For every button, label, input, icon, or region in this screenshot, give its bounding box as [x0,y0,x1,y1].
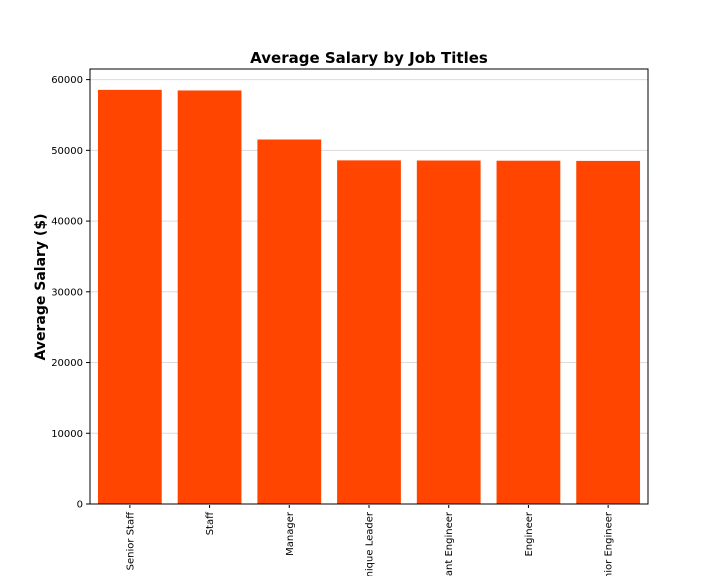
y-tick-label: 30000 [51,287,83,298]
x-tick-label: Assistant Engineer [444,511,455,576]
y-tick-label: 60000 [51,75,83,86]
bar [416,160,481,504]
x-tick-label: Staff [205,511,216,535]
x-tick-label: Senior Staff [125,511,136,570]
y-tick-label: 50000 [51,146,83,157]
bar [177,90,242,504]
y-axis-ticks: 0 10000 20000 30000 40000 50000 60000 [51,75,90,511]
bar [257,139,322,504]
bar [97,89,162,505]
y-tick-label: 0 [77,500,83,511]
plot-frame [89,68,649,505]
y-tick-label: 10000 [51,429,83,440]
y-tick-label: 20000 [51,358,83,369]
y-axis-label: Average Salary ($) [33,214,49,361]
bar [496,160,561,504]
bar [337,160,401,505]
x-axis-ticks: Senior Staff Staff Manager Technique Leader… [125,505,615,576]
y-tick-label: 40000 [51,217,83,228]
chart-title: Average Salary by Job Titles [250,49,488,67]
bar [576,160,641,504]
x-tick-label: Senior Engineer [604,511,615,576]
bars [97,89,641,505]
x-tick-label: Engineer [524,511,535,556]
x-tick-label: Manager [285,511,296,556]
x-tick-label: Technique Leader [365,511,376,576]
